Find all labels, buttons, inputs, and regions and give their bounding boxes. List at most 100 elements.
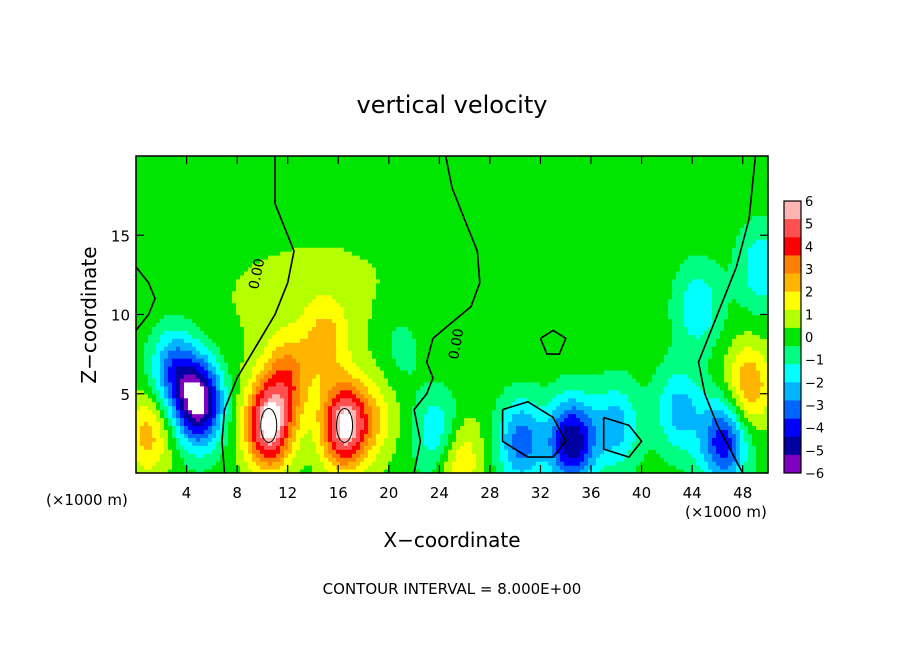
field-cell: [136, 314, 141, 320]
field-cell: [152, 342, 157, 347]
field-cell: [256, 457, 261, 462]
field-cell: [240, 461, 245, 466]
field-cell: [332, 195, 337, 201]
field-cell: [288, 469, 293, 473]
field-cell: [172, 421, 177, 427]
field-cell: [256, 247, 261, 252]
field-cell: [260, 274, 265, 280]
field-cell: [144, 362, 149, 367]
field-cell: [360, 191, 365, 197]
field-cell: [260, 239, 265, 244]
field-cell: [232, 211, 237, 217]
field-cell: [284, 449, 289, 454]
field-cell: [284, 187, 289, 193]
field-cell: [340, 203, 345, 209]
field-cell: [148, 417, 153, 423]
field-cell: [304, 306, 309, 312]
field-cell: [264, 377, 269, 383]
field-cell: [356, 393, 361, 399]
field-cell: [160, 457, 165, 462]
field-cell: [152, 314, 157, 320]
field-cell: [356, 207, 361, 213]
field-cell: [152, 453, 157, 458]
field-cell: [172, 156, 177, 161]
field-cell: [296, 401, 301, 407]
field-cell: [376, 175, 381, 181]
field-cell: [336, 239, 341, 244]
field-cell: [232, 235, 237, 240]
field-cell: [364, 286, 369, 292]
field-cell: [240, 211, 245, 217]
field-cell: [212, 247, 217, 252]
field-cell: [256, 199, 261, 205]
field-cell: [208, 433, 213, 438]
field-cell: [340, 330, 345, 335]
field-cell: [176, 302, 181, 308]
field-cell: [332, 385, 337, 391]
field-cell: [336, 389, 341, 395]
field-cell: [160, 334, 165, 339]
field-cell: [364, 342, 369, 347]
field-cell: [176, 266, 181, 272]
field-cell: [356, 159, 361, 165]
field-cell: [196, 401, 201, 407]
field-cell: [232, 290, 237, 296]
field-cell: [140, 290, 145, 296]
field-cell: [164, 171, 169, 177]
field-cell: [336, 362, 341, 367]
field-cell: [148, 445, 153, 450]
field-cell: [292, 350, 297, 355]
field-cell: [200, 397, 205, 403]
field-cell: [244, 393, 249, 399]
field-cell: [152, 227, 157, 232]
field-cell: [312, 199, 317, 205]
field-cell: [300, 266, 305, 272]
field-cell: [256, 354, 261, 359]
field-cell: [172, 469, 177, 473]
field-cell: [360, 421, 365, 427]
field-cell: [376, 354, 381, 359]
field-cell: [312, 381, 317, 387]
field-cell: [352, 290, 357, 296]
field-cell: [368, 243, 373, 248]
field-cell: [372, 163, 377, 169]
field-cell: [224, 259, 229, 264]
field-cell: [360, 251, 365, 256]
field-cell: [220, 191, 225, 197]
field-cell: [144, 274, 149, 280]
field-cell: [248, 179, 253, 185]
field-cell: [272, 449, 277, 454]
field-cell: [280, 342, 285, 347]
field-cell: [344, 465, 349, 470]
field-cell: [300, 294, 305, 300]
field-cell: [372, 389, 377, 395]
field-cell: [300, 409, 305, 415]
field-cell: [364, 251, 369, 256]
field-cell: [308, 259, 313, 264]
field-cell: [248, 362, 253, 367]
field-cell: [368, 278, 373, 284]
field-cell: [236, 433, 241, 438]
field-cell: [152, 334, 157, 339]
field-cell: [336, 175, 341, 181]
field-cell: [300, 342, 305, 347]
field-cell: [184, 207, 189, 213]
field-cell: [328, 377, 333, 383]
field-cell: [244, 163, 249, 169]
field-cell: [376, 163, 381, 169]
field-cell: [316, 469, 321, 473]
field-cell: [312, 373, 317, 379]
field-cell: [224, 239, 229, 244]
field-cell: [180, 298, 185, 304]
field-cell: [156, 187, 161, 193]
field-cell: [336, 457, 341, 462]
field-cell: [248, 401, 253, 407]
field-cell: [168, 266, 173, 272]
field-cell: [244, 465, 249, 470]
field-cell: [296, 195, 301, 201]
field-cell: [144, 449, 149, 454]
field-cell: [204, 203, 209, 209]
field-cell: [144, 441, 149, 446]
field-cell: [256, 326, 261, 331]
